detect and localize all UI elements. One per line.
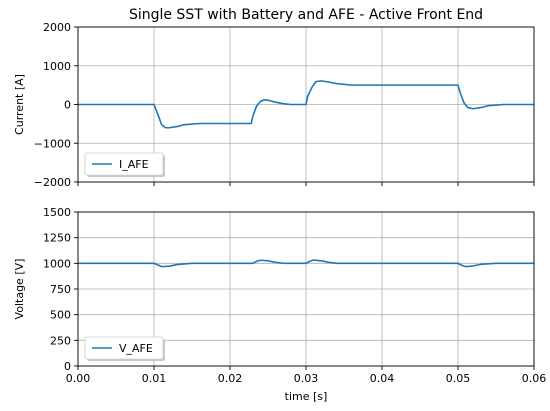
x-tick-label: 0.04	[370, 372, 395, 385]
legend-box	[84, 336, 164, 360]
x-tick-label: 0.06	[522, 372, 547, 385]
y-tick-label: 750	[50, 283, 71, 296]
x-axis-label: time [s]	[285, 390, 328, 403]
legend: V_AFE	[84, 336, 165, 361]
x-tick-label: 0.02	[218, 372, 243, 385]
x-tick-label: 0.05	[446, 372, 471, 385]
y-tick-label: 250	[50, 334, 71, 347]
y-tick-label: 0	[64, 99, 71, 112]
y-tick-label: 1000	[43, 257, 71, 270]
y-tick-label: 1500	[43, 206, 71, 219]
series-line-I_AFE	[78, 80, 534, 129]
legend: I_AFE	[84, 152, 165, 177]
x-tick-label: 0.00	[66, 372, 91, 385]
x-tick-label: 0.01	[142, 372, 167, 385]
y-tick-label: −2000	[34, 176, 71, 189]
legend-label: I_AFE	[119, 158, 149, 171]
y-axis-label: Voltage [V]	[13, 259, 26, 320]
legend-label: V_AFE	[119, 342, 153, 355]
chart-title: Single SST with Battery and AFE - Active…	[129, 7, 483, 23]
y-tick-label: 500	[50, 309, 71, 322]
y-tick-label: 2000	[43, 21, 71, 34]
y-tick-label: −1000	[34, 137, 71, 150]
legend-box	[84, 152, 164, 176]
panel-1: −2000 −1000 0 1000 2000 Single SST with Batte…	[13, 7, 535, 189]
panel-2: 0 250 500 750 1000 1250 1500 0.00 0.01 0.02 0.03 0.…	[13, 206, 546, 403]
y-axis-label: Current [A]	[13, 74, 26, 135]
series-line-V_AFE	[78, 259, 534, 268]
x-tick-label: 0.03	[294, 372, 319, 385]
y-tick-label: 0	[64, 360, 71, 373]
y-tick-label: 1000	[43, 60, 71, 73]
y-tick-label: 1250	[43, 232, 71, 245]
